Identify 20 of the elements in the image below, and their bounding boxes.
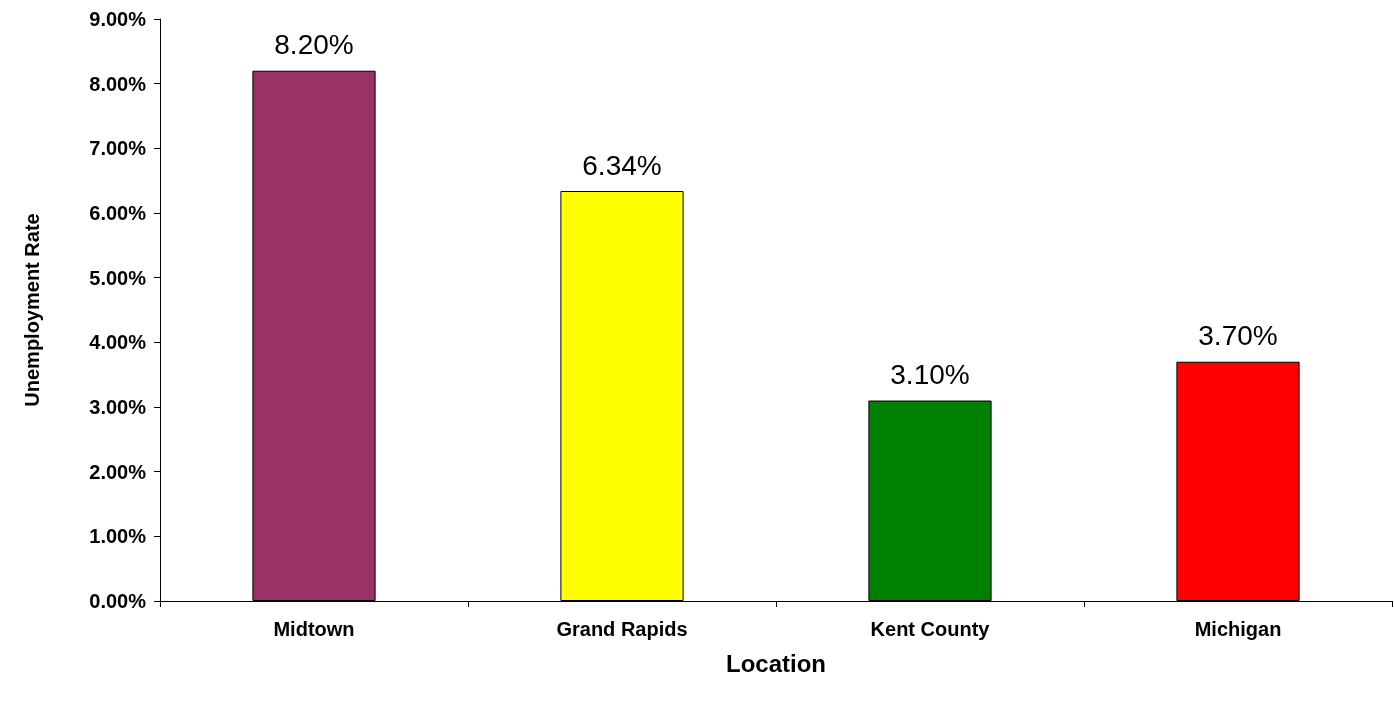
x-axis-title: Location (726, 649, 826, 677)
data-label: 3.70% (1198, 320, 1278, 352)
y-tick-label: 6.00% (89, 202, 147, 224)
x-tick-label: Midtown (273, 618, 355, 640)
y-tick-label: 4.00% (89, 331, 147, 354)
y-tick-label: 2.00% (89, 460, 147, 483)
y-tick-label: 0.00% (89, 590, 147, 612)
x-tick-label: Grand Rapids (556, 618, 688, 640)
y-tick-label: 8.00% (89, 72, 147, 95)
data-label: 6.34% (582, 149, 662, 181)
y-tick-label: 1.00% (89, 525, 147, 548)
x-tick-label: Kent County (870, 618, 991, 640)
y-tick-label: 9.00% (89, 8, 147, 30)
y-tick-label: 5.00% (89, 266, 147, 289)
y-tick-label: 3.00% (89, 396, 147, 418)
x-tick-label: Michigan (1194, 618, 1282, 640)
data-label: 8.20% (274, 29, 354, 61)
y-axis-title: Unemployment Rate (21, 213, 43, 407)
y-tick-label: 7.00% (89, 137, 147, 160)
data-label: 3.10% (890, 359, 970, 391)
